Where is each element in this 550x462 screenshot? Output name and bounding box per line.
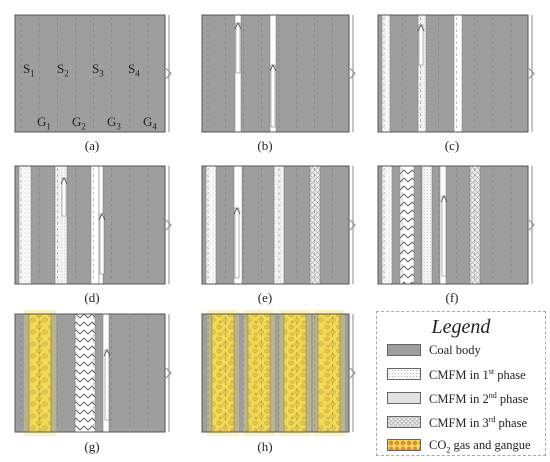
panel-f [377,165,535,285]
co2-gangue-zone [317,313,341,433]
label-s1: S1 [23,61,35,79]
break-icon [528,68,535,79]
phase3-swatch [387,416,421,428]
panel-d [14,165,172,285]
entry-roadway [99,213,105,275]
break-icon [165,219,172,231]
mining-strip-p2 [421,165,433,285]
label-g3: G3 [107,114,121,132]
panel-frame [14,165,166,285]
legend: Legend Coal body CMFM in 1st phase CMFM … [376,311,546,456]
arrow-up-icon [98,213,106,221]
panel-frame [201,14,350,133]
panel-b [201,14,356,133]
mining-strip-white [453,14,463,133]
coal-swatch [387,344,421,356]
caption-d: (d) [84,290,100,305]
caption-c: (c) [444,138,460,153]
entry-roadway [234,207,240,279]
mining-strip-white [90,165,100,285]
label-s2: S2 [57,61,69,79]
panel-e [201,165,356,285]
break-icon [349,68,356,79]
legend-label-p1: CMFM in 1st phase [429,367,526,383]
entry-roadway [61,177,67,217]
gas-swatch [387,439,421,451]
co2-gangue-zone [247,313,271,433]
panel-a [14,14,172,133]
label-g1: G1 [37,114,51,132]
break-icon [528,219,535,231]
mining-strip-p3 [309,165,321,285]
label-s4: S4 [128,61,140,79]
arrow-up-icon [103,349,111,357]
panel-h [201,310,356,436]
legend-label-p3: CMFM in 3rd phase [429,415,528,431]
arrow-up-icon [233,207,241,215]
entry-roadway [441,195,447,277]
co2-gangue-zone [211,313,235,433]
legend-title: Legend [431,316,491,338]
entry-roadway [104,349,110,421]
coal-body [15,166,165,284]
arrow-up-icon [440,195,448,203]
arrow-up-icon [417,24,425,32]
caption-f: (f) [445,290,459,305]
mining-strip-p1 [205,165,217,285]
panel-g [14,310,172,436]
caption-g: (g) [84,439,100,454]
entry-roadway [235,22,241,74]
legend-label-coal: Coal body [429,343,481,357]
arrow-up-icon [234,22,242,30]
arrow-up-icon [60,177,68,185]
coal-body [15,15,165,132]
caption-b: (b) [257,138,273,153]
legend-label-gas: CO2 gas and gangue [429,438,531,455]
panel-c [377,14,535,133]
caption-h: (h) [257,439,273,454]
mining-strip-p1 [381,14,391,133]
break-icon [165,367,172,379]
panel-frame [201,165,350,285]
panel-frame [14,14,166,133]
coal-body [378,15,528,132]
panel-frame [377,14,529,133]
entry-roadway [270,64,276,128]
arrow-up-icon [269,64,277,72]
panel-frame [201,313,350,433]
co2-gangue-zone [28,313,52,433]
panel-frame [14,313,166,433]
panel-frame [377,165,529,285]
co2-gangue-zone [283,313,307,433]
label-g4: G4 [143,114,157,132]
mining-strip-p1 [381,165,393,285]
break-icon [165,68,172,79]
break-icon [349,367,356,379]
break-icon [349,219,356,231]
legend-label-p2: CMFM in 2nd phase [429,391,529,407]
entry-roadway [418,24,424,66]
label-g2: G2 [72,114,86,132]
label-s3: S3 [92,61,104,79]
caption-a: (a) [84,138,100,153]
phase2-swatch [387,392,421,404]
caption-e: (e) [257,290,273,305]
phase1-swatch [387,368,421,380]
roadway-entry [74,313,96,433]
